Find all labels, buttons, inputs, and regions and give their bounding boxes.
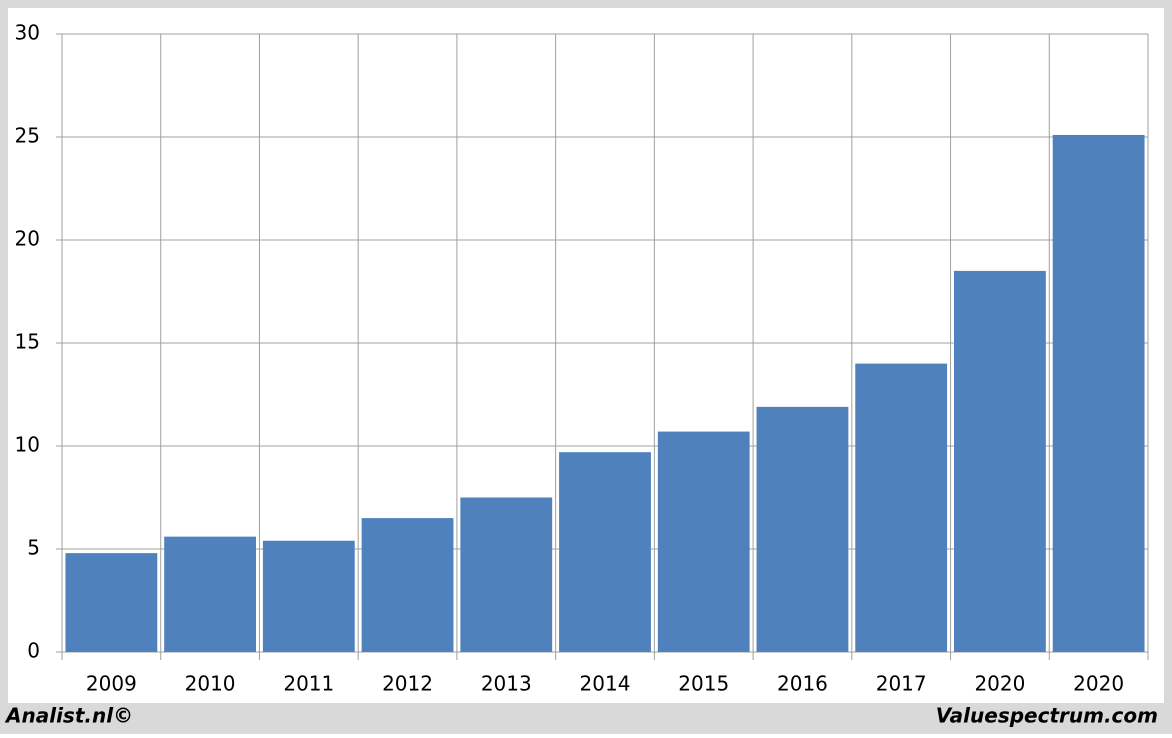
source-left: Analist.nl© <box>4 704 133 728</box>
x-tick-label: 2017 <box>876 672 927 696</box>
x-tick-label: 2014 <box>580 672 631 696</box>
bar <box>361 518 454 652</box>
bar <box>460 497 553 652</box>
bar <box>262 540 355 652</box>
source-right: Valuespectrum.com <box>936 704 1158 728</box>
y-tick-label: 0 <box>27 639 40 663</box>
x-tick-label: 2010 <box>185 672 236 696</box>
y-tick-label: 5 <box>27 536 40 560</box>
x-tick-label: 2015 <box>678 672 729 696</box>
bar <box>657 431 750 652</box>
x-tick-label: 2020 <box>1073 672 1124 696</box>
bar <box>756 406 849 652</box>
y-tick-label: 10 <box>15 433 40 457</box>
bar <box>1052 134 1145 652</box>
bar <box>559 452 651 652</box>
x-tick-label: 2020 <box>974 672 1025 696</box>
y-tick-label: 30 <box>15 21 40 45</box>
y-tick-label: 15 <box>15 330 40 354</box>
bar <box>65 553 158 652</box>
x-tick-label: 2013 <box>481 672 532 696</box>
x-tick-label: 2011 <box>283 672 334 696</box>
x-tick-label: 2012 <box>382 672 433 696</box>
bar <box>164 536 256 652</box>
x-tick-label: 2016 <box>777 672 828 696</box>
y-tick-label: 25 <box>15 124 40 148</box>
bar <box>855 363 948 652</box>
bar <box>954 270 1046 652</box>
y-tick-label: 20 <box>15 227 40 251</box>
x-tick-label: 2009 <box>86 672 137 696</box>
